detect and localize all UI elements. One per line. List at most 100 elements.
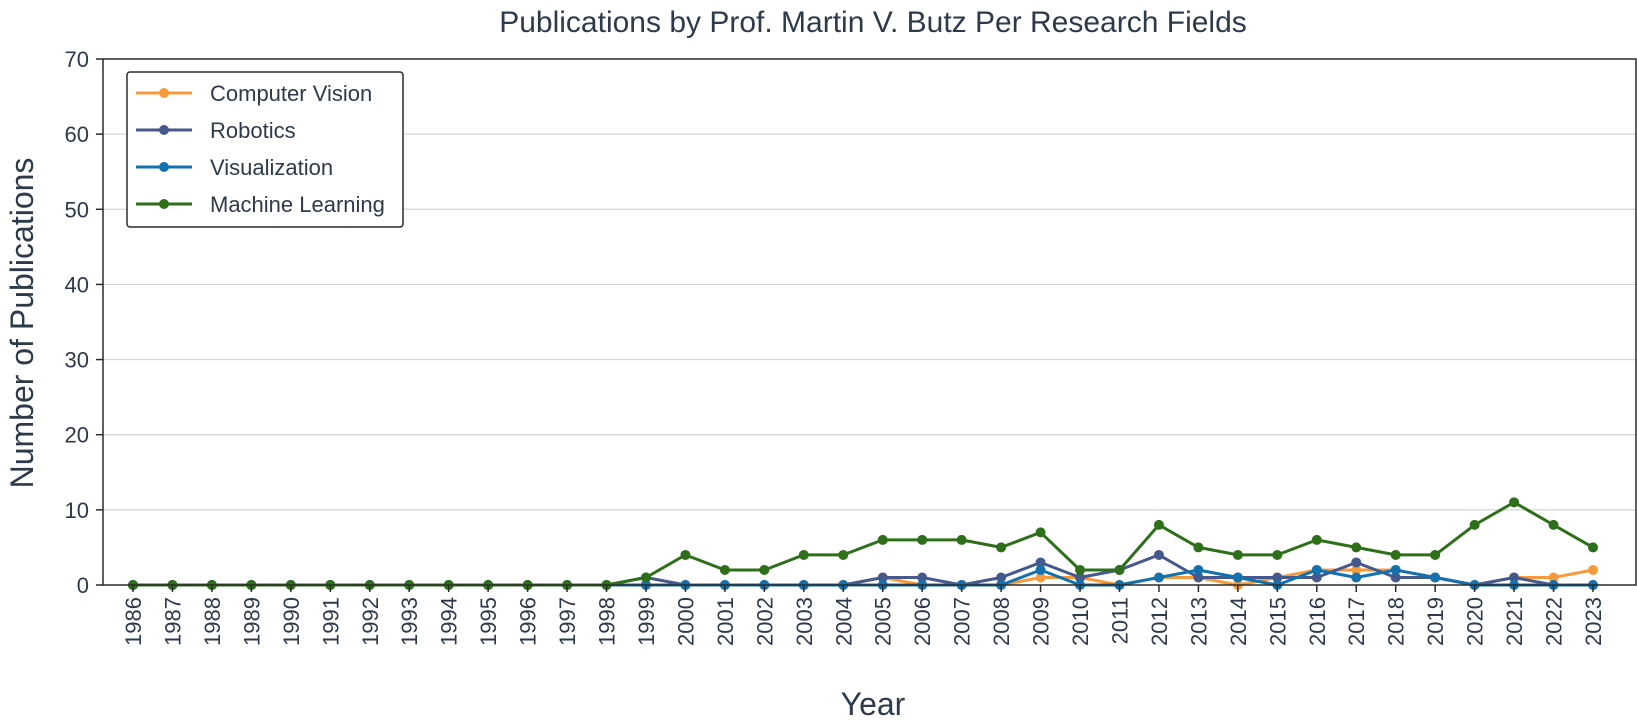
x-tick-label: 1998 <box>595 597 620 646</box>
y-tick-label: 60 <box>65 122 89 147</box>
x-tick-label: 2010 <box>1068 597 1093 646</box>
data-point-computer-vision <box>1035 572 1046 583</box>
data-point-robotics <box>1351 557 1362 568</box>
x-tick-label: 2020 <box>1463 597 1488 646</box>
x-tick-label: 1995 <box>476 597 501 646</box>
x-tick-label: 1996 <box>516 597 541 646</box>
data-point-computer-vision <box>1351 564 1362 575</box>
data-point-machine-learning <box>1469 519 1480 530</box>
legend-label-robotics: Robotics <box>210 118 296 143</box>
data-point-robotics <box>1509 572 1520 583</box>
data-point-machine-learning <box>719 564 730 575</box>
data-point-robotics <box>1272 572 1283 583</box>
data-point-robotics <box>1311 572 1322 583</box>
data-point-robotics <box>877 572 888 583</box>
data-point-visualization <box>1035 564 1046 575</box>
x-axis-label: Year <box>841 686 906 722</box>
x-tick-label: 2014 <box>1226 597 1251 646</box>
y-axis-label: Number of Publications <box>4 158 40 489</box>
series-layer <box>128 497 1598 590</box>
data-point-machine-learning <box>956 534 967 545</box>
x-tick-label: 1991 <box>318 597 343 646</box>
data-point-machine-learning <box>1351 542 1362 553</box>
data-point-machine-learning <box>1390 549 1401 560</box>
x-tick-label: 2007 <box>950 597 975 646</box>
x-tick-label: 1988 <box>200 597 225 646</box>
data-point-robotics <box>1390 572 1401 583</box>
data-point-robotics <box>1153 549 1164 560</box>
data-point-machine-learning <box>996 542 1007 553</box>
data-point-visualization <box>1311 564 1322 575</box>
data-point-machine-learning <box>640 572 651 583</box>
data-point-machine-learning <box>1075 564 1086 575</box>
data-point-machine-learning <box>1035 527 1046 538</box>
data-point-machine-learning <box>680 549 691 560</box>
legend-swatch-marker-visualization <box>159 162 169 172</box>
x-tick-label: 2000 <box>673 597 698 646</box>
x-tick-label: 1989 <box>239 597 264 646</box>
x-tick-label: 1999 <box>634 597 659 646</box>
data-point-robotics <box>1075 572 1086 583</box>
data-point-machine-learning <box>917 534 928 545</box>
y-tick-label: 10 <box>65 498 89 523</box>
x-tick-label: 2005 <box>871 597 896 646</box>
plot-frame <box>102 58 1637 586</box>
data-point-visualization <box>1153 572 1164 583</box>
y-tick-label: 0 <box>77 573 89 598</box>
data-point-visualization <box>1351 572 1362 583</box>
x-tick-label: 2008 <box>989 597 1014 646</box>
data-point-machine-learning <box>1114 564 1125 575</box>
data-point-visualization <box>1390 564 1401 575</box>
data-point-visualization <box>1193 564 1204 575</box>
legend-swatch-marker-machine-learning <box>159 199 169 209</box>
series-line-robotics <box>133 553 1593 587</box>
data-point-machine-learning <box>1548 519 1559 530</box>
legend: Computer Vision Robotics Visualization Mach… <box>126 71 404 228</box>
y-tick-label: 70 <box>65 47 89 72</box>
x-tick-label: 2018 <box>1384 597 1409 646</box>
x-tick-label: 2016 <box>1305 597 1330 646</box>
x-tick-label: 1987 <box>160 597 185 646</box>
data-point-visualization <box>1232 572 1243 583</box>
legend-label-visualization: Visualization <box>210 155 333 180</box>
x-tick-label: 1990 <box>279 597 304 646</box>
data-point-machine-learning <box>1272 549 1283 560</box>
data-point-machine-learning <box>1193 542 1204 553</box>
y-tick-label: 40 <box>65 272 89 297</box>
x-tick-label: 2002 <box>752 597 777 646</box>
x-tick-label: 2023 <box>1581 597 1606 646</box>
x-tick-label: 2011 <box>1107 597 1132 644</box>
x-tick-label: 1992 <box>358 597 383 646</box>
data-point-robotics <box>917 572 928 583</box>
x-tick-label: 2017 <box>1344 597 1369 646</box>
data-point-computer-vision <box>1588 564 1598 575</box>
x-tick-label: 1997 <box>555 597 580 646</box>
x-tick-label: 2009 <box>1029 597 1054 646</box>
legend-label-computer-vision: Computer Vision <box>210 81 372 106</box>
data-point-robotics <box>996 572 1007 583</box>
y-tick-label: 30 <box>65 348 89 373</box>
data-point-machine-learning <box>1153 519 1164 530</box>
x-tick-label: 2019 <box>1423 597 1448 646</box>
x-tick-label: 1986 <box>121 597 146 646</box>
data-point-robotics <box>1193 572 1204 583</box>
data-point-machine-learning <box>877 534 888 545</box>
y-axis: 0 10 20 30 40 50 60 70 <box>65 47 103 598</box>
data-point-machine-learning <box>759 564 770 575</box>
series-machine-learning <box>128 497 1598 590</box>
data-point-machine-learning <box>1311 534 1322 545</box>
data-point-visualization <box>1430 572 1441 583</box>
x-tick-label: 2013 <box>1186 597 1211 646</box>
x-tick-label: 2003 <box>792 597 817 646</box>
x-tick-label: 2012 <box>1147 597 1172 646</box>
x-tick-label: 2022 <box>1542 597 1567 646</box>
x-axis: 1986 1987 1988 1989 1990 1991 1992 1993 1994 1995… <box>121 585 1606 646</box>
data-point-robotics <box>1035 557 1046 568</box>
legend-box <box>126 71 404 228</box>
y-tick-label: 50 <box>65 197 89 222</box>
data-point-computer-vision <box>1548 572 1559 583</box>
x-tick-label: 2015 <box>1265 597 1290 646</box>
chart-title: Publications by Prof. Martin V. Butz Per… <box>499 6 1247 39</box>
x-tick-label: 2006 <box>910 597 935 646</box>
